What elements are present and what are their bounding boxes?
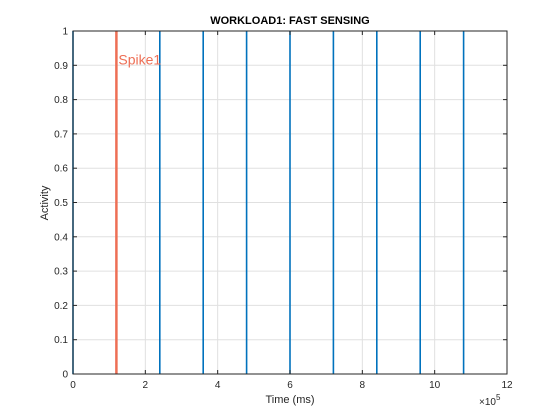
x-axis-label: Time (ms)	[265, 394, 314, 406]
x-axis-exponent-base: ×10	[479, 397, 496, 408]
y-tick-label: 0.1	[54, 335, 68, 346]
y-tick-label: 0.4	[54, 232, 68, 243]
x-tick-label: 12	[501, 380, 513, 391]
x-tick-label: 4	[215, 380, 221, 391]
y-axis-label: Activity	[39, 185, 51, 220]
spike-annotation-label: Spike1	[118, 51, 161, 67]
x-tick-label: 0	[70, 380, 76, 391]
y-tick-label: 0.5	[54, 198, 68, 209]
y-tick-label: 0.3	[54, 267, 68, 278]
y-tick-label: 0.2	[54, 301, 68, 312]
y-axis: 0 0.1 0.2 0.3 0.4 0.5 0.6 0.7 0.8 0.9 1	[54, 27, 507, 381]
x-tick-label: 2	[143, 380, 149, 391]
x-tick-label: 8	[360, 380, 366, 391]
x-tick-label: 10	[429, 380, 441, 391]
x-axis-exponent-power: 5	[496, 393, 501, 402]
annotations: Spike1	[118, 51, 161, 67]
y-tick-label: 0.6	[54, 164, 68, 175]
x-axis: 0 2 4 6 8 10 12	[70, 31, 513, 391]
y-tick-label: 1	[62, 27, 68, 38]
chart-title: WORKLOAD1: FAST SENSING	[210, 15, 370, 27]
x-axis-exponent: ×105	[479, 393, 501, 408]
x-tick-label: 6	[287, 380, 293, 391]
y-tick-label: 0.7	[54, 129, 68, 140]
y-tick-label: 0.9	[54, 61, 68, 72]
y-tick-label: 0.8	[54, 95, 68, 106]
y-tick-label: 0	[62, 370, 68, 381]
